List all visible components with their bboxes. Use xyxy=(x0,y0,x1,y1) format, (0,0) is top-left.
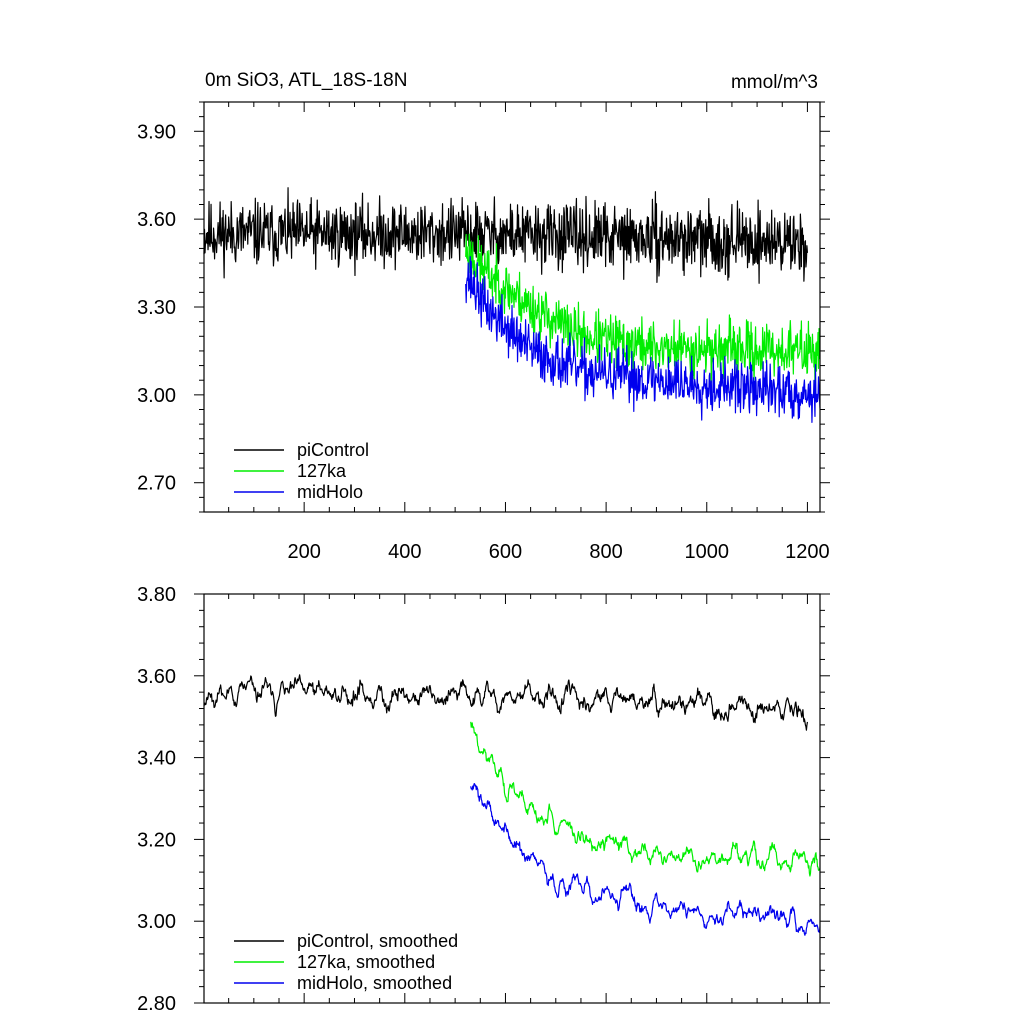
bottom-panel: 2.80 3.00 3.20 3.40 3.60 3.80 piControl, smoo… xyxy=(137,584,830,1015)
plot-frame xyxy=(203,593,821,1004)
y-tick-label: 3.30 xyxy=(137,297,176,319)
y-tick-label: 3.00 xyxy=(137,385,176,407)
series-line-127ka-smoothed xyxy=(470,721,821,877)
x-tick-label: 1000 xyxy=(685,541,730,563)
bottom-panel-axes: 2.80 3.00 3.20 3.40 3.60 3.80 xyxy=(137,584,830,1015)
top-panel-units: mmol/m^3 xyxy=(731,72,818,93)
legend-label: midHolo xyxy=(297,482,363,502)
series-line-midholo xyxy=(465,256,821,423)
x-tick-label: 200 xyxy=(287,541,320,563)
y-tick-label: 3.20 xyxy=(137,829,176,851)
legend-label: piControl xyxy=(297,440,369,460)
x-tick-label: 400 xyxy=(388,541,421,563)
series-line-picontrol xyxy=(203,187,809,284)
y-tick-label: 2.70 xyxy=(137,473,176,495)
legend-label: 127ka xyxy=(297,461,347,481)
y-tick-label: 3.90 xyxy=(137,121,176,143)
top-panel-axes: 200 400 600 800 1000 1200 2.70 3.00 3.30 3.60 3.90 xyxy=(137,101,830,563)
legend-label: 127ka, smoothed xyxy=(297,952,435,972)
y-tick-label: 3.60 xyxy=(137,209,176,231)
series-line-picontrol-smoothed xyxy=(203,674,809,731)
legend-label: midHolo, smoothed xyxy=(297,973,452,993)
top-panel: 0m SiO3, ATL_18S-18N mmol/m^3 200 400 600 8… xyxy=(137,70,830,563)
series-line-127ka xyxy=(465,233,821,387)
legend-label: piControl, smoothed xyxy=(297,931,458,951)
y-tick-label: 3.60 xyxy=(137,666,176,688)
y-tick-label: 2.80 xyxy=(137,993,176,1015)
y-tick-label: 3.40 xyxy=(137,748,176,770)
x-tick-label: 600 xyxy=(489,541,522,563)
x-tick-label: 1200 xyxy=(785,541,830,563)
bottom-panel-series xyxy=(203,674,821,936)
y-tick-label: 3.80 xyxy=(137,584,176,606)
top-panel-title: 0m SiO3, ATL_18S-18N xyxy=(205,70,407,91)
y-tick-label: 3.00 xyxy=(137,911,176,933)
x-tick-label: 800 xyxy=(589,541,622,563)
series-line-midholo-smoothed xyxy=(470,782,821,936)
top-panel-series xyxy=(203,187,821,423)
